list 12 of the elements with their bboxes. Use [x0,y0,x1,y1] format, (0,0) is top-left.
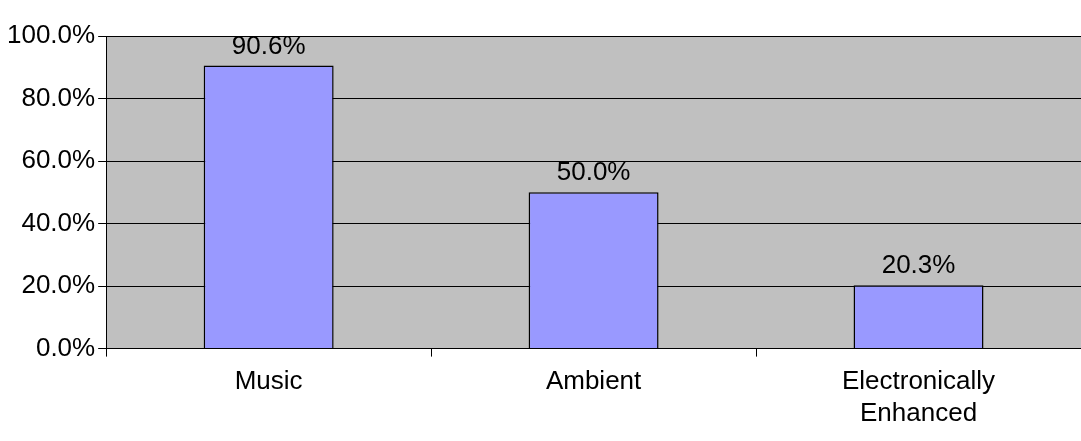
y-tick-label: 20.0% [21,269,96,300]
x-tick-label: Electronically Enhanced [841,365,996,427]
data-label: 50.0% [556,156,631,187]
data-label: 90.6% [231,29,306,60]
y-tick-label: 40.0% [21,206,96,237]
x-tick-label: Music [234,365,303,396]
data-label: 20.3% [881,249,956,280]
y-tick-label: 0.0% [35,331,96,362]
y-tick-label: 60.0% [21,144,96,175]
y-tick-label: 80.0% [21,81,96,112]
x-tick-label: Ambient [545,365,643,396]
y-tick-label: 100.0% [6,19,96,50]
